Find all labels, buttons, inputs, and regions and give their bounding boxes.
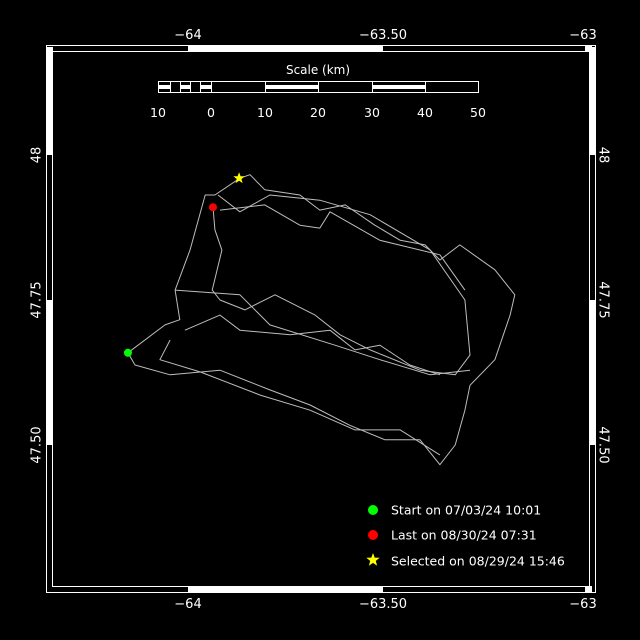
scale-bar [158,81,479,93]
scale-segment-filled [158,85,170,89]
scale-segment-filled [200,85,211,89]
lat-label-left: 47.50 [29,426,45,464]
track-segment [159,339,441,456]
scale-title: Scale (km) [285,63,351,77]
legend-last: Last on 08/30/24 07:31 [391,527,537,543]
scale-segment-filled [265,85,318,89]
lon-label-top: −63 [569,28,597,43]
track-segment [127,174,516,466]
lon-label-bottom: −63 [569,597,597,612]
scale-tick-label: 20 [310,105,326,120]
lat-label-right: 48 [595,146,611,164]
lat-label-right: 47.50 [595,426,611,464]
scale-tick-label: 0 [207,105,215,120]
track-segment [211,194,471,376]
frame-outer [46,45,596,593]
lon-label-bottom: −63.50 [358,597,408,612]
start-marker-icon [123,348,132,357]
scale-tick-label: 30 [364,105,380,120]
legend-selected-star-icon [366,553,380,566]
legend-last-icon [368,530,378,540]
frame-band [585,46,592,52]
frame-band [585,586,592,592]
selected-star-icon [233,172,245,184]
legend-selected: Selected on 08/29/24 15:46 [391,553,565,569]
track-segment [175,289,471,376]
frame-band [589,300,595,445]
scale-tick-label: 50 [470,105,486,120]
track-lines [127,174,516,466]
track-markers [123,172,245,357]
lat-label-left: 47.75 [29,281,45,319]
scale-segment-filled [372,85,425,89]
legend-start: Start on 07/03/24 10:01 [391,502,542,518]
lat-label-right: 47.75 [595,281,611,319]
scale-tick-label: 10 [150,105,166,120]
lon-label-bottom: −64 [174,597,202,612]
track-segment [219,204,466,291]
last-marker-icon [208,203,217,212]
lat-label-left: 48 [29,146,45,164]
scale-tick-label: 40 [417,105,433,120]
legend-icons [366,505,380,566]
track-segment [184,314,441,376]
frame-band [188,46,383,52]
scale-segment-filled [180,85,190,89]
scale-tick-label: 10 [257,105,273,120]
frame-band [47,47,53,155]
map-frame [46,45,596,593]
frame-band [589,47,595,155]
lon-label-top: −64 [174,28,202,43]
frame-band [47,300,53,445]
lon-label-top: −63.50 [358,28,408,43]
legend-start-icon [368,505,378,515]
frame-band [188,586,383,592]
